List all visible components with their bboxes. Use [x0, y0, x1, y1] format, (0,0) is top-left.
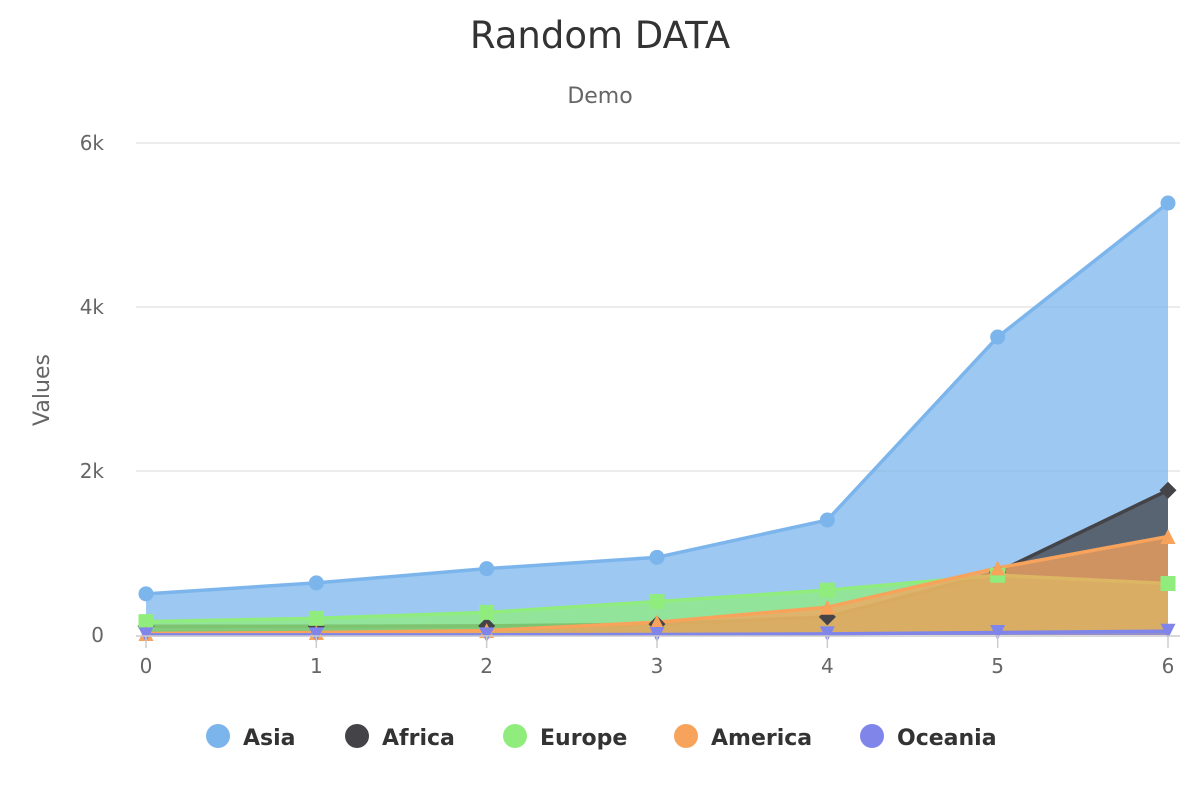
legend-symbol [345, 724, 369, 748]
data-point-africa [1159, 481, 1177, 499]
legend-label: Europe [540, 726, 627, 751]
chart-subtitle: Demo [567, 84, 632, 109]
legend-symbol [503, 724, 527, 748]
data-point-europe [308, 610, 324, 626]
x-tick-label: 4 [821, 654, 834, 678]
legend-item-america: America [674, 724, 812, 751]
y-tick-label: 4k [80, 295, 105, 319]
x-tick-label: 5 [991, 654, 1004, 678]
y-tick-label: 0 [91, 623, 104, 647]
data-point-asia [819, 512, 835, 528]
x-tick-label: 3 [651, 654, 664, 678]
legend-symbol [860, 724, 884, 748]
y-tick-label: 2k [80, 459, 105, 483]
data-point-america [1160, 529, 1176, 545]
data-point-oceania [479, 627, 495, 643]
data-point-europe [138, 614, 154, 630]
legend-label: Asia [243, 726, 296, 751]
data-point-asia [479, 561, 495, 577]
markers [137, 195, 1177, 643]
legend-symbol [674, 724, 698, 748]
data-point-oceania [138, 627, 154, 643]
data-point-europe [819, 582, 835, 598]
legend-item-africa: Africa [345, 724, 455, 751]
x-tick-label: 6 [1162, 654, 1175, 678]
data-point-oceania [308, 627, 324, 643]
data-point-america [990, 560, 1006, 576]
data-point-oceania [1160, 623, 1176, 639]
legend-label: Oceania [897, 726, 997, 751]
chart-title: Random DATA [470, 14, 730, 57]
data-point-europe [1160, 576, 1176, 592]
x-tick-label: 0 [140, 654, 153, 678]
y-axis-title: Values [30, 354, 55, 426]
x-tick-label: 1 [310, 654, 323, 678]
data-point-oceania [649, 627, 665, 643]
legend-item-europe: Europe [503, 724, 627, 751]
legend-item-asia: Asia [206, 724, 296, 751]
data-point-asia [1160, 195, 1176, 211]
legend-item-oceania: Oceania [860, 724, 997, 751]
y-tick-label: 6k [80, 131, 105, 155]
data-point-europe [649, 594, 665, 610]
data-point-europe [479, 604, 495, 620]
data-point-oceania [819, 626, 835, 642]
legend-label: America [711, 726, 812, 751]
y-axis-ticks: 0 2k 4k 6k [80, 131, 105, 647]
data-point-asia [138, 586, 154, 602]
legend-symbol [206, 724, 230, 748]
area-asia [146, 203, 1168, 636]
legend: Asia Africa Europe America Oceania [206, 724, 997, 751]
data-point-asia [649, 549, 665, 565]
legend-label: Africa [382, 726, 455, 751]
plot-area [144, 201, 1170, 637]
data-point-oceania [990, 625, 1006, 641]
data-point-america [819, 599, 835, 615]
area-america [146, 536, 1168, 635]
x-tick-label: 2 [480, 654, 493, 678]
x-axis: 0 1 2 3 4 5 6 [136, 635, 1180, 678]
data-point-asia [990, 329, 1006, 345]
data-point-asia [308, 575, 324, 591]
data-point-america [649, 614, 665, 630]
